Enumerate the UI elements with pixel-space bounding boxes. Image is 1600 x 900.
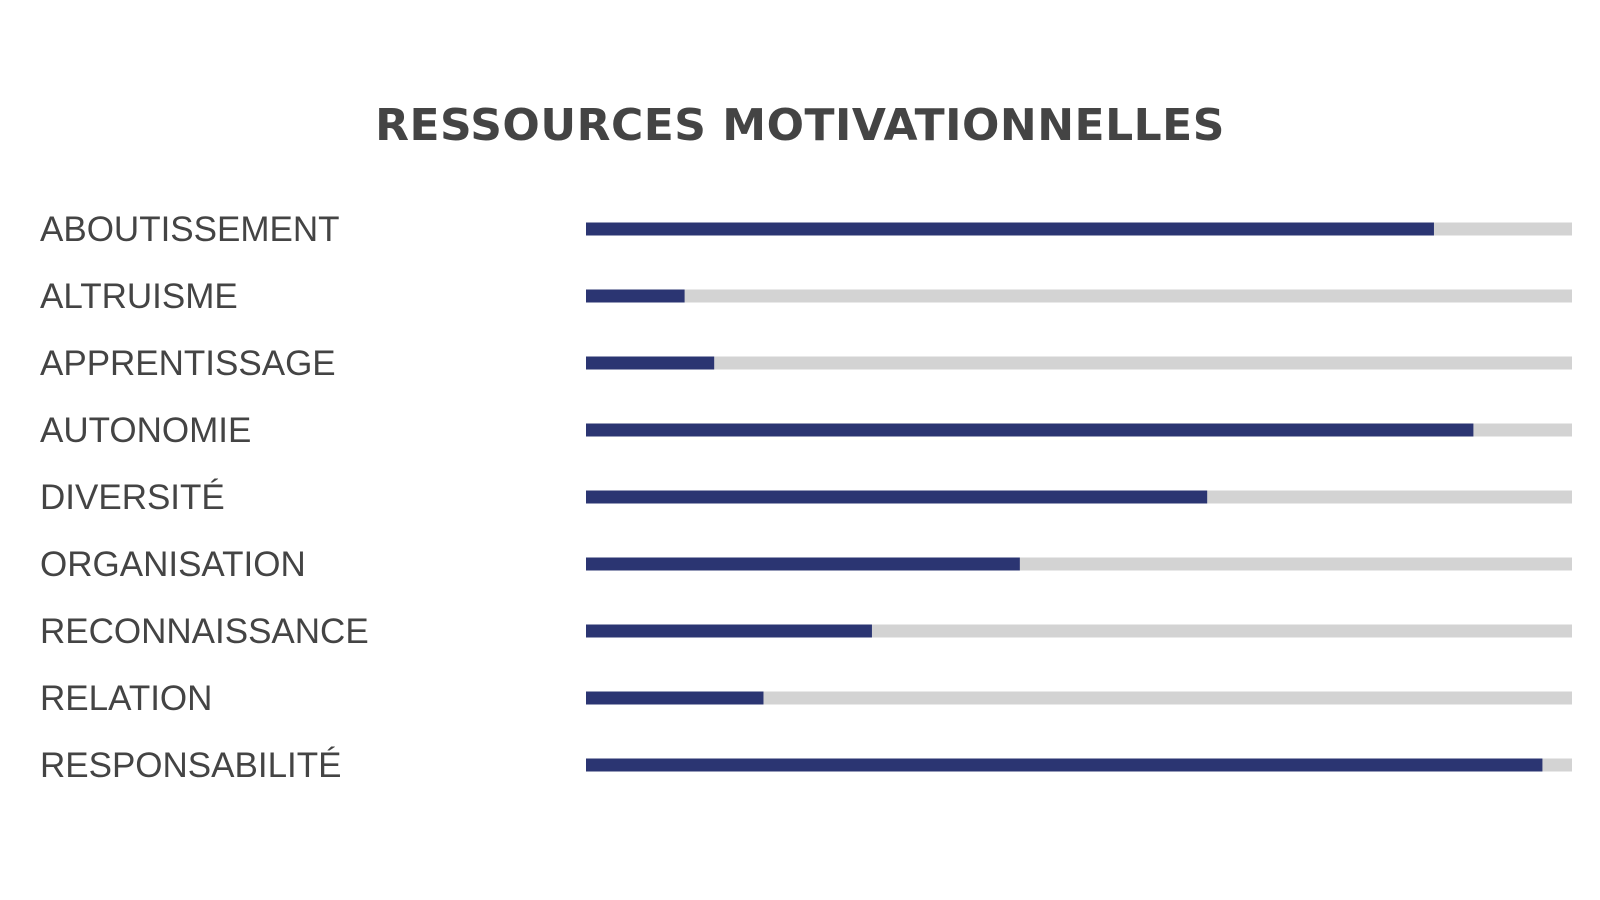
bar-fill [586, 758, 1543, 772]
category-label: APPRENTISSAGE [40, 344, 336, 383]
bar-fill [586, 624, 872, 638]
category-label: ALTRUISME [40, 277, 238, 316]
bar-row-relation: RELATION [40, 679, 1572, 718]
bar-row-organisation: ORGANISATION [40, 545, 1572, 584]
bar-track [586, 691, 1572, 705]
category-label: ORGANISATION [40, 545, 306, 584]
category-label: ABOUTISSEMENT [40, 210, 339, 249]
bar-fill [586, 423, 1474, 437]
bar-track [586, 356, 1572, 370]
bar-row-aboutissement: ABOUTISSEMENT [40, 210, 1572, 249]
category-label: RELATION [40, 679, 212, 718]
bar-row-autonomie: AUTONOMIE [40, 411, 1572, 450]
bar-row-responsabilite: RESPONSABILITÉ [40, 746, 1572, 785]
bar-fill [586, 557, 1020, 571]
bar-track [586, 289, 1572, 303]
category-label: DIVERSITÉ [40, 478, 225, 517]
bar-row-reconnaissance: RECONNAISSANCE [40, 612, 1572, 651]
bar-row-apprentissage: APPRENTISSAGE [40, 344, 1572, 383]
bar-fill [586, 356, 715, 370]
bar-fill [586, 222, 1434, 236]
bar-fill [586, 289, 685, 303]
bar-fill [586, 490, 1208, 504]
category-label: RESPONSABILITÉ [40, 746, 341, 785]
bar-fill [586, 691, 764, 705]
category-label: AUTONOMIE [40, 411, 251, 450]
chart-title: RESSOURCES MOTIVATIONNELLES [375, 100, 1225, 151]
category-label: RECONNAISSANCE [40, 612, 369, 651]
bar-row-diversite: DIVERSITÉ [40, 478, 1572, 517]
bar-row-altruisme: ALTRUISME [40, 277, 1572, 316]
